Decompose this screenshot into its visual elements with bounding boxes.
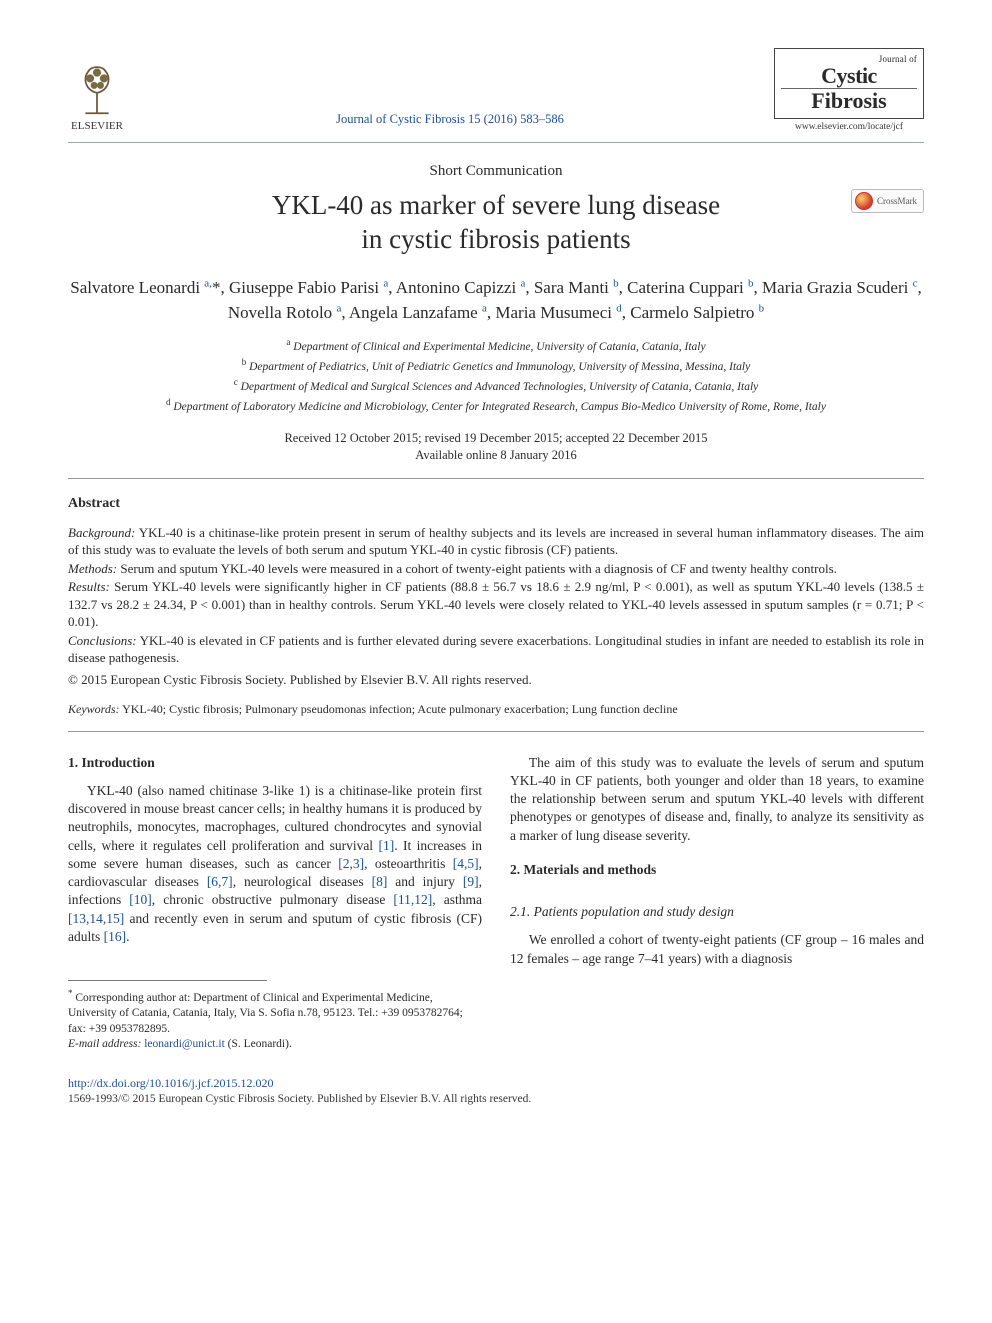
doi-link[interactable]: http://dx.doi.org/10.1016/j.jcf.2015.12.… [68, 1075, 924, 1091]
header-rule [68, 142, 924, 143]
author-list: Salvatore Leonardi a,*, Giuseppe Fabio P… [68, 275, 924, 326]
keywords-text: YKL-40; Cystic fibrosis; Pulmonary pseud… [120, 702, 678, 716]
abstract-block: Abstract Background: YKL-40 is a chitina… [68, 495, 924, 689]
abstract-conclusions: Conclusions: YKL-40 is elevated in CF pa… [68, 632, 924, 667]
ref-1[interactable]: [1] [378, 838, 394, 853]
intro-paragraph-2: The aim of this study was to evaluate th… [510, 754, 924, 845]
abstract-copyright: © 2015 European Cystic Fibrosis Society.… [68, 671, 924, 689]
affiliation-b: b Department of Pediatrics, Unit of Pedi… [68, 356, 924, 376]
crossmark-label: CrossMark [877, 195, 917, 207]
online-date: Available online 8 January 2016 [415, 448, 577, 462]
article-title: YKL-40 as marker of severe lung disease … [272, 189, 720, 257]
abstract-top-rule [68, 478, 924, 479]
ref-10[interactable]: [10] [129, 892, 152, 907]
journal-logo: Journal of Cystic Fibrosis www.elsevier.… [774, 48, 924, 134]
journal-url[interactable]: www.elsevier.com/locate/jcf [774, 121, 924, 134]
journal-logo-sub: Fibrosis [781, 88, 917, 112]
affiliation-list: a Department of Clinical and Experimenta… [68, 336, 924, 416]
keywords-line: Keywords: YKL-40; Cystic fibrosis; Pulmo… [68, 701, 924, 717]
abstract-methods: Methods: Serum and sputum YKL-40 levels … [68, 560, 924, 578]
footnote-rule [68, 980, 267, 981]
elsevier-tree-icon [68, 61, 126, 119]
page-header: ELSEVIER Journal of Cystic Fibrosis 15 (… [68, 48, 924, 134]
corresponding-email[interactable]: leonardi@unict.it [144, 1038, 225, 1050]
body-columns: 1. Introduction YKL-40 (also named chiti… [68, 754, 924, 1053]
ref-9[interactable]: [9] [463, 874, 479, 889]
crossmark-badge[interactable]: CrossMark [851, 189, 924, 213]
abstract-background: Background: YKL-40 is a chitinase-like p… [68, 524, 924, 559]
keywords-label: Keywords: [68, 702, 120, 716]
ref-8[interactable]: [8] [372, 874, 388, 889]
section-1-heading: 1. Introduction [68, 754, 482, 772]
section-2-1-heading: 2.1. Patients population and study desig… [510, 903, 924, 921]
email-attribution: (S. Leonardi). [225, 1038, 292, 1050]
methods-paragraph-1: We enrolled a cohort of twenty-eight pat… [510, 931, 924, 967]
article-dates: Received 12 October 2015; revised 19 Dec… [68, 430, 924, 464]
crossmark-icon [855, 192, 873, 210]
ref-11-12[interactable]: [11,12] [393, 892, 432, 907]
title-line-1: YKL-40 as marker of severe lung disease [272, 190, 720, 220]
article-type: Short Communication [68, 161, 924, 181]
section-2-heading: 2. Materials and methods [510, 861, 924, 879]
publisher-name: ELSEVIER [71, 119, 123, 134]
corresponding-author-text: Corresponding author at: Department of C… [68, 992, 463, 1035]
affiliation-d: d Department of Laboratory Medicine and … [68, 396, 924, 416]
affiliation-a: a Department of Clinical and Experimenta… [68, 336, 924, 356]
ref-13-14-15[interactable]: [13,14,15] [68, 911, 124, 926]
intro-paragraph-1: YKL-40 (also named chitinase 3-like 1) i… [68, 782, 482, 946]
journal-reference: Journal of Cystic Fibrosis 15 (2016) 583… [126, 111, 774, 134]
ref-16[interactable]: [16] [104, 929, 127, 944]
abstract-bottom-rule [68, 731, 924, 732]
ref-4-5[interactable]: [4,5] [453, 856, 479, 871]
affiliation-c: c Department of Medical and Surgical Sci… [68, 376, 924, 396]
title-line-2: in cystic fibrosis patients [361, 224, 630, 254]
publisher-logo: ELSEVIER [68, 61, 126, 134]
history-dates: Received 12 October 2015; revised 19 Dec… [284, 431, 707, 445]
abstract-results: Results: Serum YKL-40 levels were signif… [68, 578, 924, 631]
abstract-heading: Abstract [68, 495, 924, 514]
ref-2-3[interactable]: [2,3] [338, 856, 364, 871]
journal-logo-main: Cystic [781, 65, 917, 87]
issn-copyright: 1569-1993/© 2015 European Cystic Fibrosi… [68, 1092, 924, 1108]
correspondence-footnote: * Corresponding author at: Department of… [68, 987, 482, 1053]
ref-6-7[interactable]: [6,7] [207, 874, 233, 889]
email-label: E-mail address: [68, 1038, 141, 1050]
